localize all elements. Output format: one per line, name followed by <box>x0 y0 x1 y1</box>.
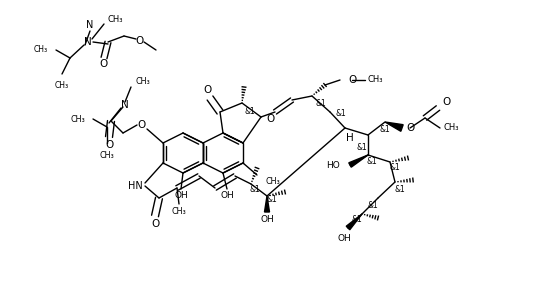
Text: O: O <box>137 120 145 130</box>
Text: &1: &1 <box>351 215 362 224</box>
Text: &1: &1 <box>379 125 390 134</box>
Text: N: N <box>121 100 129 110</box>
Text: O: O <box>136 36 144 46</box>
Text: CH₃: CH₃ <box>444 124 460 132</box>
Text: &1: &1 <box>390 163 400 173</box>
Text: CH₃: CH₃ <box>100 151 114 160</box>
Text: &1: &1 <box>367 158 377 166</box>
Polygon shape <box>346 214 362 230</box>
Text: O: O <box>100 59 108 69</box>
Text: &1: &1 <box>315 98 326 108</box>
Text: &1: &1 <box>245 106 255 115</box>
Text: HO: HO <box>326 161 340 169</box>
Text: CH₃: CH₃ <box>55 81 69 90</box>
Text: CH₃: CH₃ <box>368 76 384 84</box>
Polygon shape <box>265 196 270 212</box>
Polygon shape <box>385 122 403 131</box>
Text: &1: &1 <box>267 195 278 205</box>
Text: CH₃: CH₃ <box>171 207 186 215</box>
Polygon shape <box>349 155 368 167</box>
Text: &1: &1 <box>368 200 378 209</box>
Text: CH₃: CH₃ <box>135 76 150 86</box>
Text: N: N <box>84 37 92 47</box>
Text: &1: &1 <box>357 144 368 152</box>
Text: CH₃: CH₃ <box>34 45 48 54</box>
Text: OH: OH <box>174 192 188 200</box>
Text: CH₃: CH₃ <box>265 176 280 185</box>
Text: OH: OH <box>220 192 234 200</box>
Text: O: O <box>348 75 356 85</box>
Text: N: N <box>86 20 94 30</box>
Text: O: O <box>204 85 212 95</box>
Text: H: H <box>346 133 354 143</box>
Text: CH₃: CH₃ <box>108 16 123 25</box>
Text: &1: &1 <box>250 185 260 195</box>
Text: OH: OH <box>260 215 274 224</box>
Text: HN: HN <box>128 181 143 191</box>
Text: O: O <box>406 123 414 133</box>
Text: O: O <box>266 114 274 124</box>
Text: O: O <box>151 219 159 229</box>
Text: &1: &1 <box>335 108 345 117</box>
Text: O: O <box>105 140 113 150</box>
Text: OH: OH <box>337 234 351 243</box>
Text: O: O <box>442 97 450 107</box>
Text: CH₃: CH₃ <box>70 115 85 124</box>
Text: &1: &1 <box>395 185 405 195</box>
